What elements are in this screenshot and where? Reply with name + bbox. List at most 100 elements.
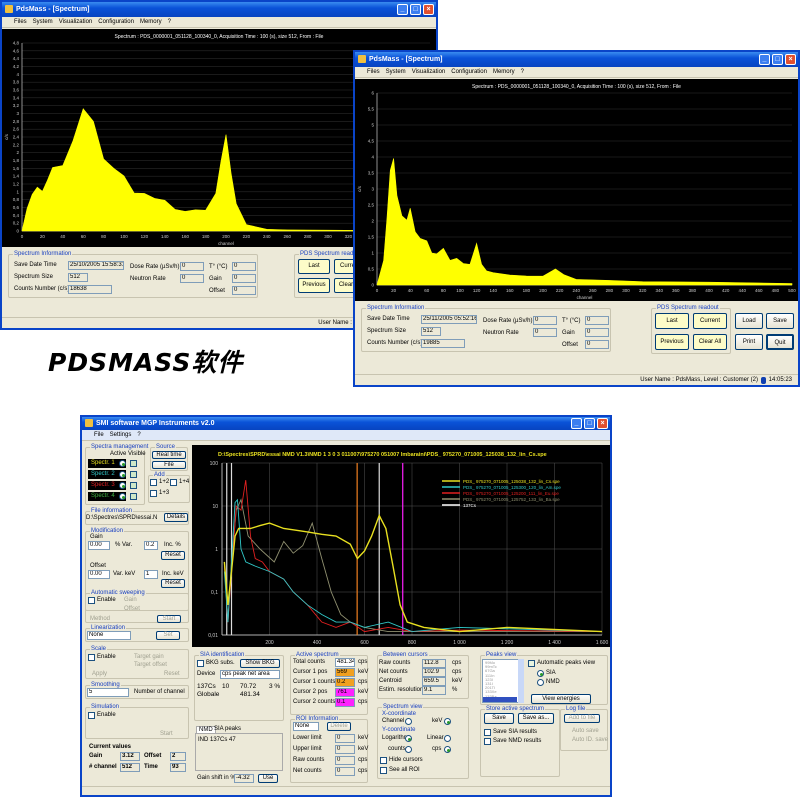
add-to-file-button[interactable]: Add to file	[564, 714, 600, 723]
menu-system[interactable]: System	[32, 19, 53, 25]
menu-system[interactable]: System	[385, 69, 406, 75]
auto-peaks-checkbox[interactable]	[528, 660, 535, 667]
see-all-roi-checkbox[interactable]	[380, 767, 387, 774]
spectrum-3-active-radio[interactable]	[119, 482, 126, 489]
title-bar[interactable]: SMI software MGP Instruments v2.0 _ □ ×	[82, 417, 610, 430]
details-button[interactable]: Details	[164, 513, 188, 522]
peak-list-item[interactable]: 133Xe	[485, 689, 497, 695]
spectrum-4-active-radio[interactable]	[119, 493, 126, 500]
real-time-button[interactable]: Real time	[152, 451, 186, 459]
close-button[interactable]: ×	[597, 418, 608, 429]
spectrum-1-active-radio[interactable]	[119, 460, 126, 467]
add-2-checkbox[interactable]	[150, 490, 157, 497]
menu-memory[interactable]: Memory	[492, 69, 515, 75]
peak-list-item[interactable]: 111In	[485, 672, 495, 678]
menu-visualization[interactable]: Visualization	[58, 19, 93, 25]
menu-help[interactable]: ?	[137, 432, 141, 438]
store-save-button[interactable]: Save	[484, 713, 514, 724]
listbox-scrollbar[interactable]	[518, 659, 524, 703]
spectrum-3-visible-checkbox[interactable]	[130, 482, 137, 489]
gain-field[interactable]: 0.00	[88, 541, 110, 550]
roi-select[interactable]: None	[293, 722, 319, 731]
previous-button[interactable]: Previous	[298, 278, 330, 293]
menu-configuration[interactable]: Configuration	[451, 69, 487, 75]
inc-kev-field[interactable]: 1	[144, 570, 158, 579]
kev-radio[interactable]	[444, 718, 451, 725]
title-bar[interactable]: PdsMass - [Spectrum] _ □ ×	[355, 52, 798, 67]
store-save-as-button[interactable]: Save as...	[518, 713, 554, 724]
device-select[interactable]: cps peak net area	[220, 670, 280, 679]
maximize-button[interactable]: □	[410, 4, 421, 15]
tab-sia-peaks[interactable]: SIA peaks	[214, 726, 242, 732]
spectrum-1-visible-checkbox[interactable]	[130, 460, 137, 467]
sia-radio[interactable]	[537, 670, 544, 677]
spectrum-4-visible-checkbox[interactable]	[130, 493, 137, 500]
hide-cursors-checkbox[interactable]	[380, 757, 387, 764]
scale-reset-button[interactable]: Reset	[164, 671, 180, 677]
offset-field[interactable]: 0.00	[88, 570, 110, 579]
peak-list-item[interactable]: 99mTc	[485, 664, 497, 670]
simulation-start-button[interactable]: Start	[160, 731, 173, 737]
inc-pct-field[interactable]: 0.2	[144, 541, 158, 550]
counts-radio[interactable]	[405, 746, 412, 753]
close-button[interactable]: ×	[423, 4, 434, 15]
menu-files[interactable]: Files	[367, 69, 380, 75]
minimize-button[interactable]: _	[397, 4, 408, 15]
save-nmd-checkbox[interactable]	[484, 738, 491, 745]
gain-reset-button[interactable]: Reset	[161, 551, 185, 560]
peak-list-item[interactable]: 131I	[485, 681, 493, 686]
scale-apply-button[interactable]: Apply	[92, 671, 108, 677]
save-sia-checkbox[interactable]	[484, 729, 491, 736]
peak-list-item[interactable]: 67Ga	[485, 668, 495, 674]
menu-help[interactable]: ?	[520, 69, 524, 75]
channel-radio[interactable]	[405, 718, 412, 725]
menu-visualization[interactable]: Visualization	[411, 69, 446, 75]
last-button[interactable]: Last	[298, 259, 330, 274]
peak-list-item[interactable]: 201Tl	[485, 685, 496, 691]
clear-all-button[interactable]: Clear All	[693, 334, 727, 350]
bkg-subs-checkbox[interactable]	[197, 660, 204, 667]
menu-files[interactable]: Files	[14, 19, 27, 25]
cps-radio[interactable]	[444, 746, 451, 753]
minimize-button[interactable]: _	[571, 418, 582, 429]
file-button[interactable]: File	[152, 461, 186, 469]
menu-memory[interactable]: Memory	[139, 19, 162, 25]
load-button[interactable]: Load	[735, 313, 763, 329]
current-button[interactable]: Current	[693, 313, 727, 329]
use-button[interactable]: Use	[258, 774, 278, 783]
maximize-button[interactable]: □	[584, 418, 595, 429]
view-energies-button[interactable]: View energies	[531, 694, 591, 704]
smoothing-select[interactable]: 5	[87, 688, 129, 697]
last-button[interactable]: Last	[655, 313, 689, 329]
show-bkg-button[interactable]: Show BKG	[240, 659, 280, 668]
minimize-button[interactable]: _	[759, 54, 770, 65]
title-bar[interactable]: PdsMass - [Spectrum] _ □ ×	[2, 2, 436, 17]
add-1-checkbox[interactable]	[170, 479, 177, 486]
log-radio[interactable]	[405, 735, 412, 742]
menu-help[interactable]: ?	[167, 19, 171, 25]
sweep-enable-checkbox[interactable]	[88, 597, 95, 604]
linearization-select[interactable]: None	[87, 631, 131, 640]
quit-button[interactable]: Quit	[766, 334, 794, 350]
spectrum-2-active-radio[interactable]	[119, 471, 126, 478]
nmd-radio[interactable]	[537, 679, 544, 686]
print-button[interactable]: Print	[735, 334, 763, 350]
add-0-checkbox[interactable]	[150, 479, 157, 486]
spectrum-2-visible-checkbox[interactable]	[130, 471, 137, 478]
simulation-enable-checkbox[interactable]	[88, 712, 95, 719]
maximize-button[interactable]: □	[772, 54, 783, 65]
close-button[interactable]: ×	[785, 54, 796, 65]
menu-configuration[interactable]: Configuration	[98, 19, 134, 25]
linear-radio[interactable]	[444, 735, 451, 742]
menu-settings[interactable]: Settings	[109, 432, 132, 438]
previous-button[interactable]: Previous	[655, 334, 689, 350]
menu-file[interactable]: File	[94, 432, 104, 438]
sweep-start-button[interactable]: Start	[157, 615, 181, 623]
peak-list-item[interactable]: 123I	[485, 676, 493, 682]
roi-delete-button[interactable]: Delete	[327, 722, 351, 731]
save-button[interactable]: Save	[766, 313, 794, 329]
linearization-set-button[interactable]: Set	[156, 631, 180, 640]
scale-enable-checkbox[interactable]	[88, 654, 95, 661]
peak-list-item[interactable]: 133Ba	[485, 694, 497, 699]
tab-nmd[interactable]: NMD	[196, 726, 216, 733]
